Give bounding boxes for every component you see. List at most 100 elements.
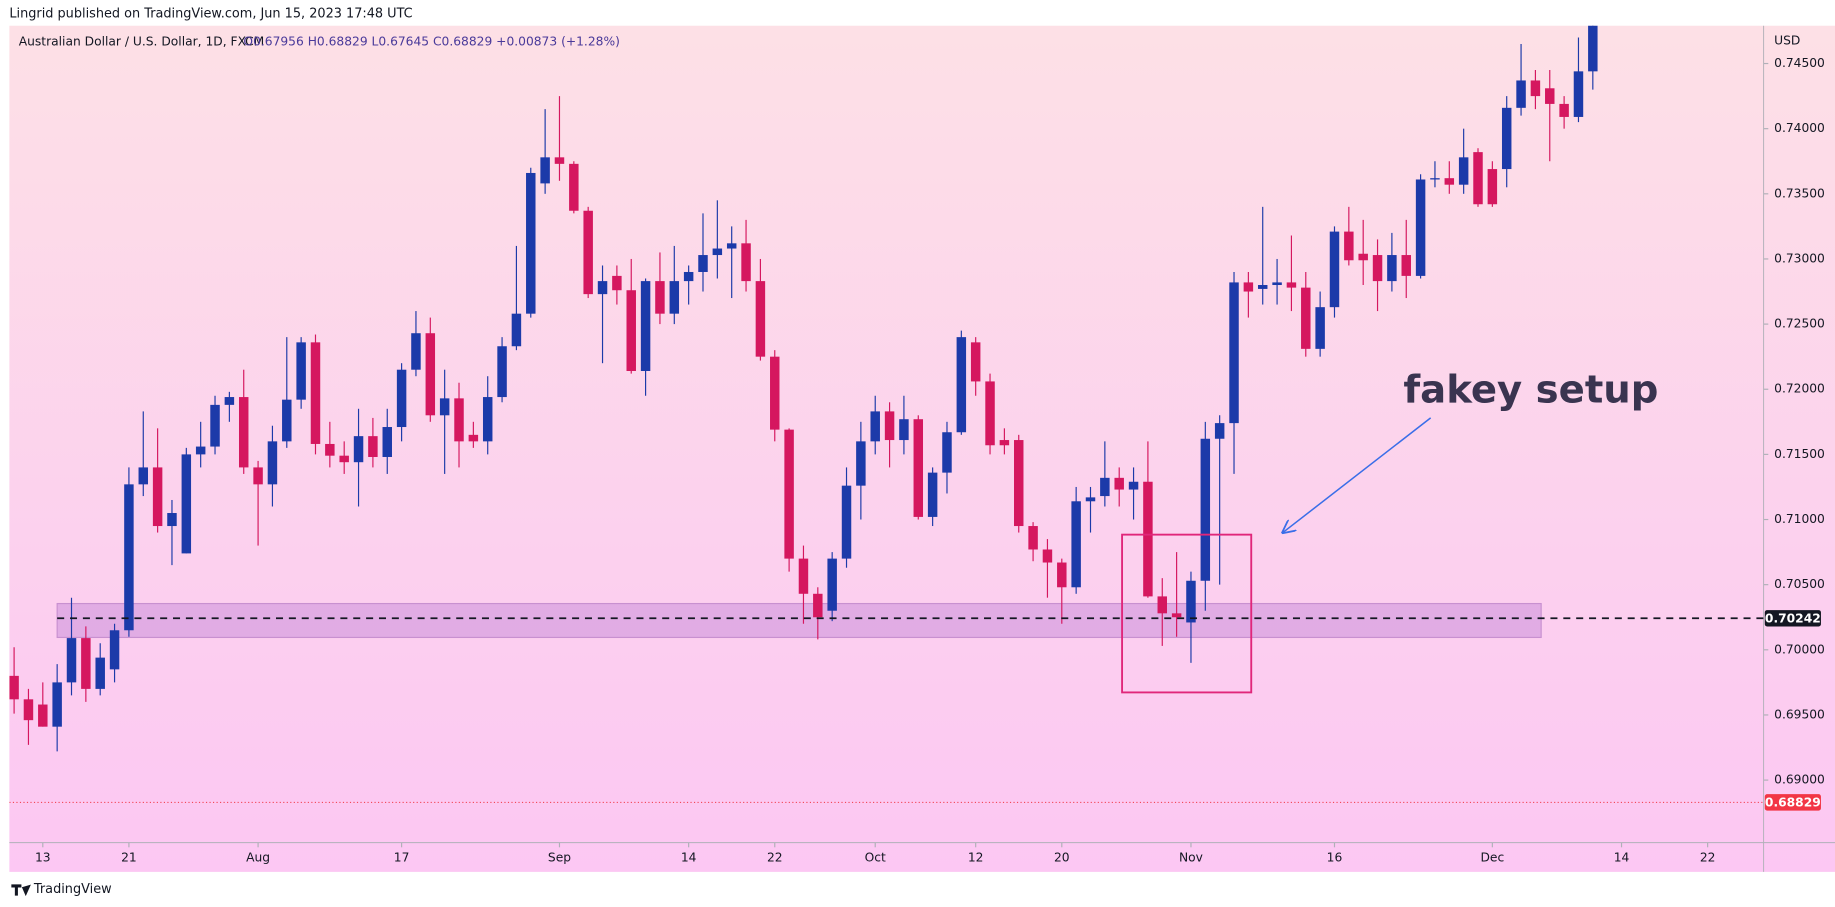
candle-body [411, 333, 421, 370]
x-tick-label: 22 [1700, 850, 1716, 864]
candle-body [310, 342, 321, 444]
candle-body [784, 429, 794, 559]
y-tick-label: 0.73500 [1774, 186, 1825, 200]
candle-body [569, 163, 579, 211]
ohlc-legend: O0.67956 H0.68829 L0.67645 C0.68829 +0.0… [243, 35, 619, 49]
candle-body [1401, 255, 1411, 276]
x-tick-label: 20 [1054, 850, 1070, 864]
candle-body [1143, 481, 1153, 597]
candle-body [1530, 80, 1541, 97]
candle-body [1430, 178, 1440, 180]
y-tick-label: 0.74000 [1774, 121, 1825, 135]
y-tick-label: 0.73000 [1774, 251, 1825, 265]
logo [11, 884, 31, 897]
candle-body [870, 411, 880, 442]
candle-body [583, 210, 593, 295]
candle-body [181, 454, 192, 554]
candle-body [38, 704, 48, 727]
level-label: 0.70242 [1765, 611, 1821, 625]
y-tick-label: 0.74500 [1774, 56, 1825, 70]
candle-body [1014, 440, 1024, 527]
candle-body [1229, 282, 1239, 424]
x-tick-label: Sep [548, 850, 571, 864]
candle-body [382, 427, 392, 457]
candle-body [282, 399, 292, 442]
candle-body [138, 467, 149, 485]
candle-body [109, 630, 120, 670]
candle-body [224, 397, 235, 405]
candle-body [741, 243, 751, 282]
y-tick-label: 0.71000 [1774, 512, 1825, 526]
candle-body [210, 404, 220, 447]
level-tag [1764, 610, 1821, 627]
y-axis-label: USD [1774, 33, 1800, 47]
candle-body [1473, 152, 1483, 205]
candle-body [1501, 107, 1512, 170]
candle-body [913, 419, 924, 517]
annotation: fakey setup [1403, 367, 1658, 412]
x-tick-label: 12 [968, 850, 984, 864]
candle-body [296, 342, 306, 400]
candle-body [1085, 497, 1096, 502]
candle-body [1487, 169, 1498, 205]
candle-body [884, 411, 895, 441]
candle-body [1444, 178, 1455, 185]
candle-body [1301, 287, 1311, 349]
candle-body [1272, 282, 1282, 286]
candle-body [985, 381, 995, 446]
candle-body [1329, 231, 1340, 308]
axes: 0.69000 0.69500 0.70000 0.70500 0.71000 0.715… [35, 56, 1825, 864]
level-label: 0.68829 [1765, 795, 1821, 809]
candle-body [1243, 282, 1254, 292]
candle-body [1545, 88, 1555, 104]
x-tick-label: Aug [246, 850, 270, 864]
candle-body [1200, 438, 1211, 581]
candle-body [1358, 253, 1368, 261]
candle-body [899, 419, 909, 441]
support-zone [56, 602, 1542, 639]
publisher: Lingrid published on TradingView.com, Ju… [9, 7, 412, 22]
candle-body [1559, 103, 1569, 117]
candle-body [813, 593, 823, 618]
y-tick-label: 0.71500 [1774, 447, 1825, 461]
candle-body [798, 558, 809, 594]
x-tick-label: 13 [35, 850, 51, 864]
candle-body [152, 467, 163, 527]
candle-body [267, 441, 278, 485]
x-tick-label: 14 [681, 850, 697, 864]
candle-body [339, 455, 349, 463]
candle-body [698, 255, 708, 272]
y-tick-label: 0.69500 [1774, 707, 1825, 721]
candle-body [1100, 477, 1110, 497]
candle-body [1516, 80, 1526, 108]
candle-body [396, 369, 407, 428]
candle-body [1128, 481, 1139, 490]
candle-body [927, 472, 938, 517]
candle-body [999, 440, 1010, 446]
x-tick-label: 22 [767, 850, 783, 864]
candle-body [95, 657, 105, 689]
x-tick-label: Nov [1179, 850, 1203, 864]
x-tick-label: Dec [1480, 850, 1504, 864]
candle-body [1315, 307, 1325, 349]
footer: TradingView [33, 882, 112, 897]
candle-body [23, 699, 34, 721]
candle-body [497, 346, 507, 398]
y-tick-label: 0.69000 [1774, 773, 1825, 787]
candle-body [612, 275, 622, 291]
candle-body [439, 398, 450, 416]
candle-body [1057, 562, 1067, 588]
candle-body [325, 443, 335, 456]
x-tick-label: 14 [1614, 850, 1630, 864]
candle-body [1415, 179, 1426, 276]
candle-body [956, 337, 967, 433]
candle-body [52, 682, 62, 727]
candle-body [1344, 231, 1354, 261]
candle-body [81, 638, 91, 689]
candle-body [726, 243, 737, 249]
candle-body [540, 157, 550, 184]
candle-body [1372, 255, 1383, 282]
candle-body [626, 290, 636, 372]
candle-body [167, 513, 177, 527]
candle-body [1387, 255, 1397, 282]
